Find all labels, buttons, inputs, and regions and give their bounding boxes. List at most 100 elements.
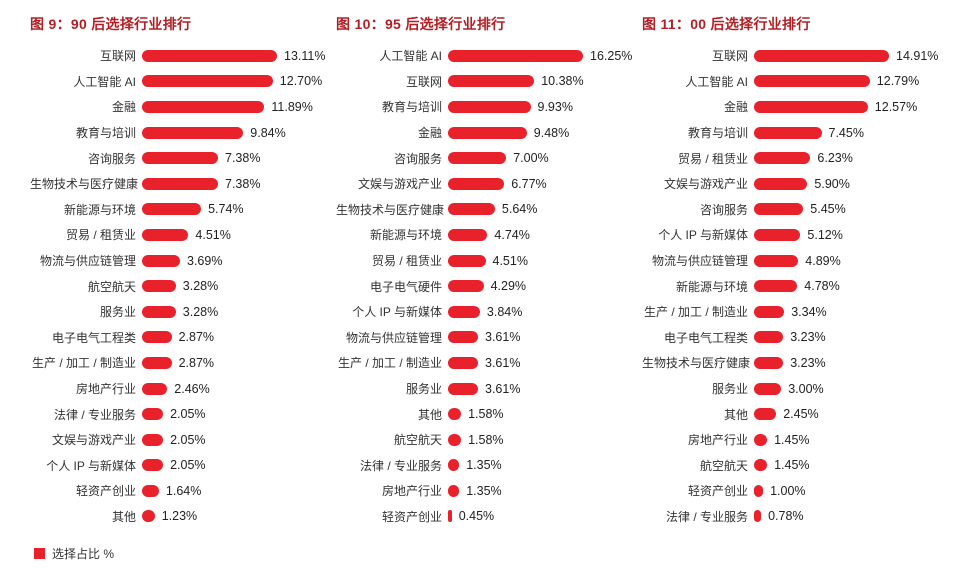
bar-row: 个人 IP 与新媒体 3.84% (336, 299, 642, 325)
bar (448, 228, 488, 241)
value-label: 0.45% (458, 509, 495, 524)
value-label: 2.46% (174, 381, 210, 396)
value-label: 3.69% (187, 253, 223, 268)
bar-row: 房地产行业 2.46% (30, 376, 336, 402)
category-label: 生产 / 加工 / 制造业 (31, 356, 136, 371)
value-label: 1.58% (468, 407, 504, 422)
bar-row: 物流与供应链管理 3.69% (30, 248, 336, 274)
category-label: 贸易 / 租赁业 (677, 151, 748, 166)
bar (448, 126, 527, 139)
bar-row: 生物技术与医疗健康 7.38% (30, 171, 336, 197)
category-label: 航空航天 (393, 433, 442, 448)
value-label: 4.51% (195, 227, 231, 242)
value-label: 5.45% (810, 202, 846, 217)
value-label: 16.25% (590, 48, 633, 63)
value-label: 1.00% (770, 483, 806, 498)
value-label: 1.64% (165, 483, 202, 498)
bar-row: 人工智能 AI 12.79% (642, 69, 948, 95)
value-label: 11.89% (271, 99, 313, 114)
bar-row: 教育与培训 7.45% (642, 120, 948, 146)
category-label: 文娱与游戏产业 (51, 433, 136, 448)
bar (142, 510, 155, 523)
category-label: 轻资产创业 (687, 484, 748, 499)
bar (142, 100, 265, 113)
bar (142, 331, 172, 344)
legend-swatch-icon (34, 548, 45, 560)
bar-row: 互联网 13.11% (30, 43, 336, 69)
legend-label: 选择占比 % (52, 547, 115, 562)
value-label: 10.38% (541, 74, 584, 89)
bar (754, 203, 804, 216)
value-label: 3.23% (790, 355, 826, 370)
value-label: 7.45% (828, 125, 864, 140)
value-label: 1.35% (466, 483, 502, 498)
category-label: 咨询服务 (393, 151, 442, 166)
category-label: 个人 IP 与新媒体 (658, 228, 748, 243)
bar-row: 航空航天 3.28% (30, 273, 336, 299)
category-label: 房地产行业 (75, 382, 136, 397)
chart-title-post-00s: 图 11：00 后选择行业排行 (642, 16, 811, 32)
value-label: 1.35% (466, 458, 502, 473)
bar (142, 408, 164, 421)
bar (754, 510, 762, 523)
value-label: 12.57% (874, 99, 918, 114)
bar-row: 生物技术与医疗健康 5.64% (336, 197, 642, 223)
category-label: 文娱与游戏产业 (357, 177, 442, 192)
bar-row: 互联网 10.38% (336, 69, 642, 95)
bar-row: 电子电气工程类 2.87% (30, 325, 336, 351)
bar-row: 咨询服务 7.00% (336, 145, 642, 171)
bar-row: 文娱与游戏产业 2.05% (30, 427, 336, 453)
value-label: 1.45% (774, 432, 810, 447)
value-label: 5.12% (807, 227, 843, 242)
category-label: 其他 (111, 509, 136, 524)
bar (448, 382, 478, 395)
chart-post-95s: 图 10：95 后选择行业排行 人工智能 AI 16.25% 互联网 10.38% 教育… (336, 14, 642, 529)
value-label: 3.28% (182, 279, 219, 294)
value-label: 0.78% (768, 509, 804, 524)
value-label: 3.34% (791, 304, 827, 319)
bar (448, 510, 452, 523)
category-label: 人工智能 AI (73, 74, 136, 89)
bar (448, 280, 484, 293)
value-label: 3.61% (485, 381, 521, 396)
bar (448, 254, 486, 267)
category-label: 法律 / 专业服务 (665, 509, 748, 524)
bar-row: 航空航天 1.58% (336, 427, 642, 453)
bar (754, 152, 811, 165)
bar (754, 100, 868, 113)
bar (142, 254, 180, 267)
bar (754, 228, 801, 241)
bar-row: 轻资产创业 0.45% (336, 504, 642, 530)
bar-row: 文娱与游戏产业 6.77% (336, 171, 642, 197)
category-label: 金融 (417, 126, 442, 141)
value-label: 13.11% (284, 48, 326, 63)
category-label: 新能源与环境 (63, 202, 136, 217)
bar-row: 教育与培训 9.84% (30, 120, 336, 146)
value-label: 6.77% (511, 176, 547, 191)
bar (448, 152, 507, 165)
bar (754, 49, 889, 62)
value-label: 5.64% (501, 202, 538, 217)
chart-post-90s: 图 9：90 后选择行业排行 互联网 13.11% 人工智能 AI 12.70% 金融 1… (30, 14, 336, 529)
bar (142, 305, 176, 318)
bar-row: 教育与培训 9.93% (336, 94, 642, 120)
bar (754, 126, 822, 139)
bar (754, 280, 798, 293)
category-label: 个人 IP 与新媒体 (352, 305, 442, 320)
value-label: 2.45% (783, 407, 819, 422)
category-label: 电子电气工程类 (663, 330, 748, 345)
bar-row: 房地产行业 1.45% (642, 427, 948, 453)
bar-row: 生产 / 加工 / 制造业 3.61% (336, 350, 642, 376)
chart-title-post-95s: 图 10：95 后选择行业排行 (336, 16, 506, 32)
bar (448, 75, 535, 88)
bar (448, 356, 478, 369)
value-label: 2.87% (178, 330, 215, 345)
bar-row: 文娱与游戏产业 5.90% (642, 171, 948, 197)
category-label: 航空航天 (87, 279, 136, 294)
bar-row: 贸易 / 租赁业 6.23% (642, 145, 948, 171)
bar-row: 人工智能 AI 12.70% (30, 69, 336, 95)
bar-row: 金融 11.89% (30, 94, 336, 120)
bar (448, 433, 462, 446)
category-label: 教育与培训 (75, 126, 136, 141)
